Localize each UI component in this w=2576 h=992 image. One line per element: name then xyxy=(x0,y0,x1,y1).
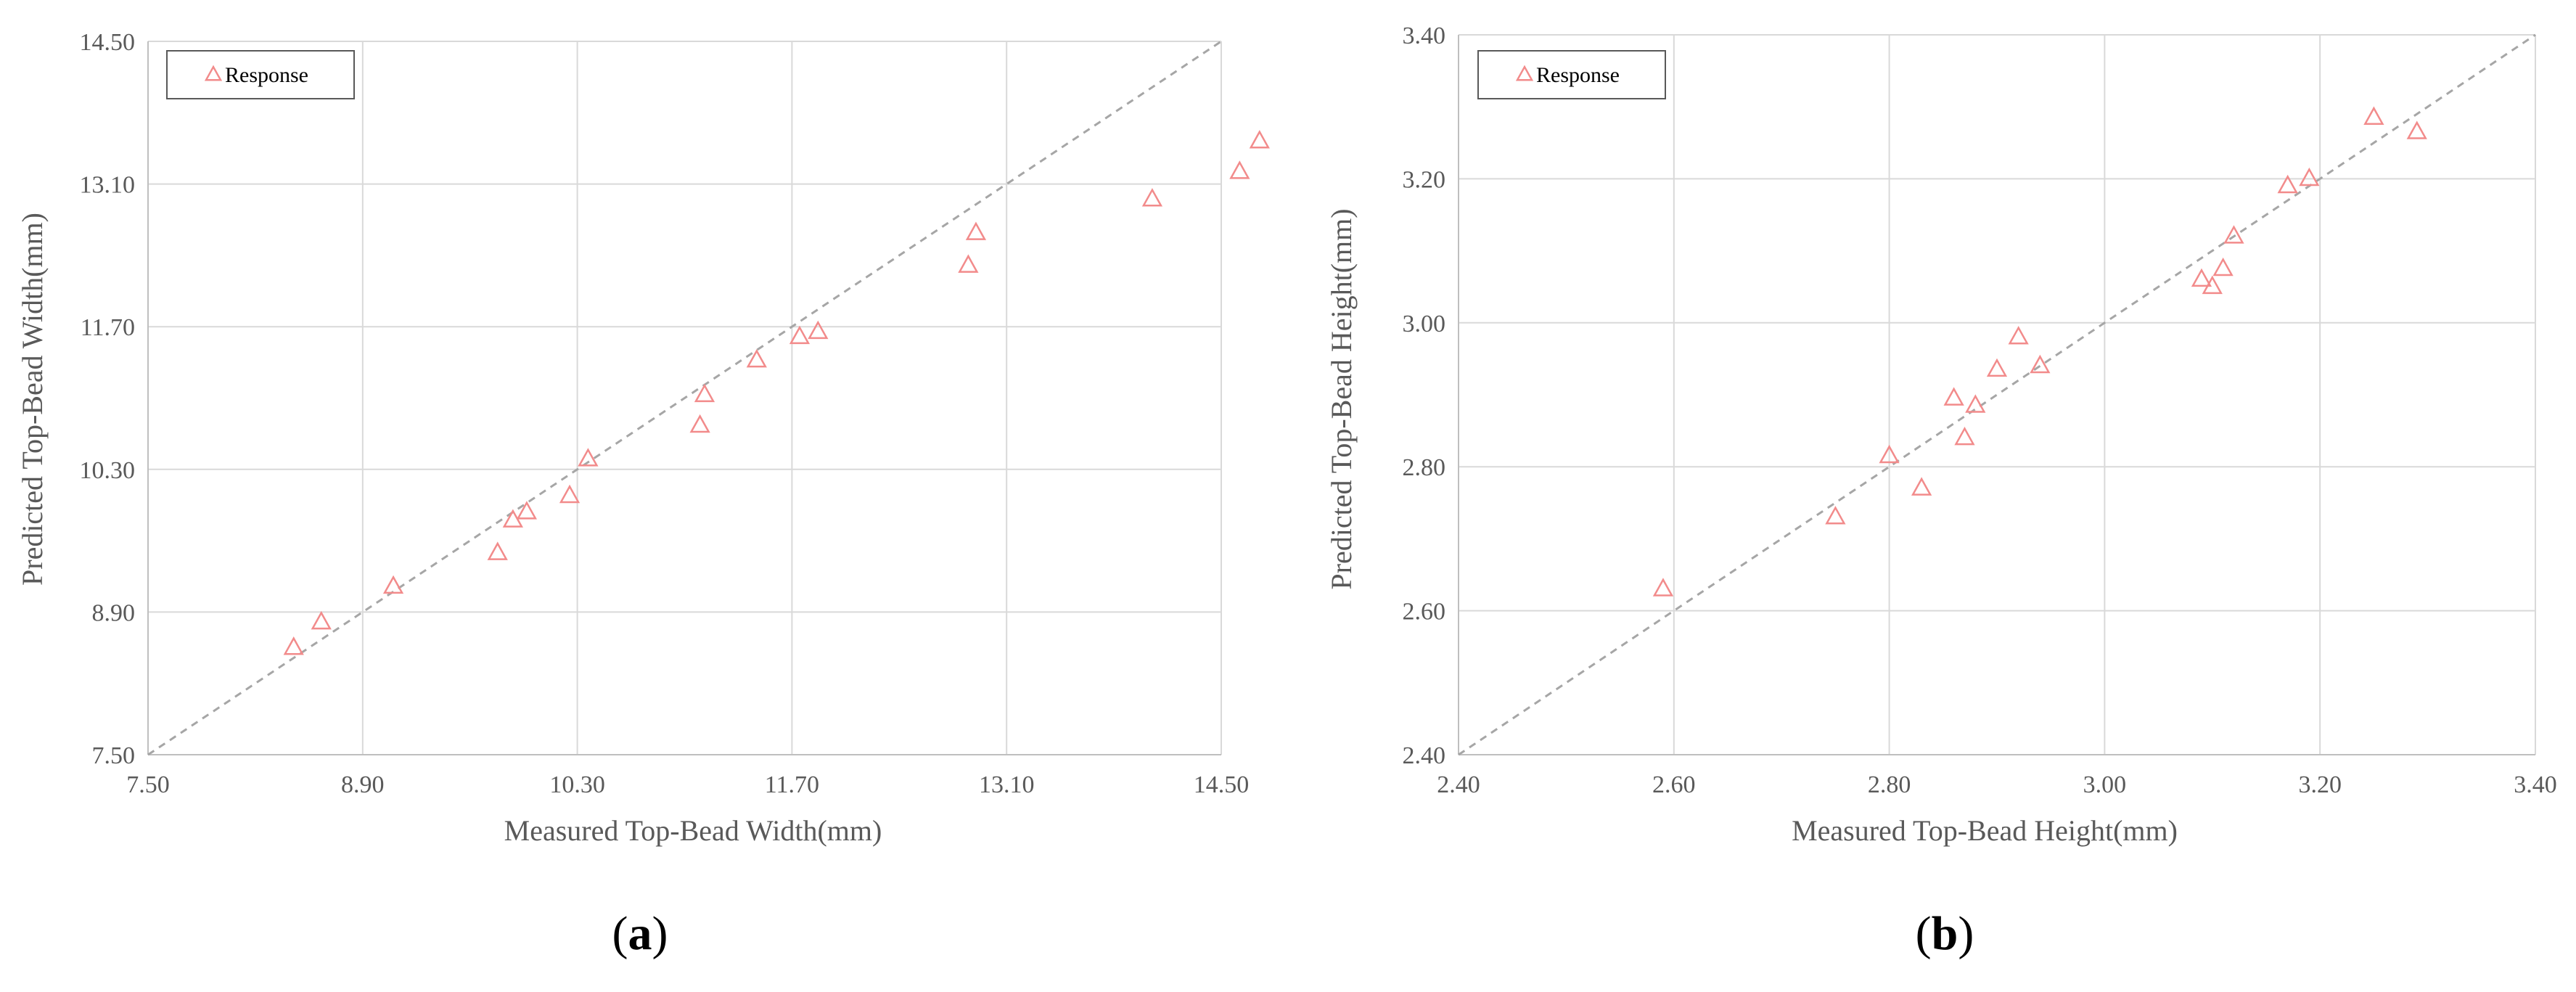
legend: Response xyxy=(166,50,355,99)
data-point xyxy=(1965,394,1986,413)
data-point xyxy=(808,320,829,340)
data-point xyxy=(2299,167,2320,186)
data-point xyxy=(283,636,304,655)
y-tick-label: 11.70 xyxy=(81,314,135,341)
x-tick-label: 2.40 xyxy=(1437,771,1480,798)
y-axis-title: Predicted Top-Bead Width(mm) xyxy=(16,213,49,586)
y-tick-label: 2.60 xyxy=(1403,599,1446,626)
x-axis-title: Measured Top-Bead Height(mm) xyxy=(1792,814,2178,847)
data-point xyxy=(487,541,508,560)
x-tick-label: 10.30 xyxy=(549,771,605,798)
y-tick-label: 14.50 xyxy=(80,29,136,56)
data-point xyxy=(382,575,404,594)
x-tick-label: 3.40 xyxy=(2514,771,2557,798)
data-point xyxy=(789,325,811,345)
x-tick-label: 14.50 xyxy=(1194,771,1250,798)
data-point xyxy=(2223,225,2244,244)
legend-marker xyxy=(204,65,223,81)
data-point xyxy=(2191,268,2212,287)
data-point xyxy=(578,448,599,467)
y-tick-label: 3.20 xyxy=(1403,166,1446,193)
legend: Response xyxy=(1477,50,1666,99)
x-tick-label: 3.20 xyxy=(2298,771,2342,798)
data-point xyxy=(516,501,538,520)
data-point xyxy=(2008,326,2029,345)
x-tick-label: 11.70 xyxy=(765,771,819,798)
data-point xyxy=(1825,506,1846,525)
y-tick-label: 2.80 xyxy=(1403,454,1446,481)
data-point xyxy=(2202,275,2223,295)
data-point xyxy=(965,221,987,240)
reference-line xyxy=(147,40,1222,756)
x-tick-label: 8.90 xyxy=(341,771,385,798)
y-tick-label: 8.90 xyxy=(92,599,136,626)
legend-label: Response xyxy=(225,63,308,87)
data-point xyxy=(2212,257,2234,276)
data-point xyxy=(2406,120,2427,139)
data-point xyxy=(1986,358,2008,377)
data-point xyxy=(311,610,332,630)
x-axis-title: Measured Top-Bead Width(mm) xyxy=(504,814,882,847)
y-tick-label: 3.00 xyxy=(1403,311,1446,337)
y-tick-label: 3.40 xyxy=(1403,22,1446,49)
data-point xyxy=(1249,130,1270,149)
data-point xyxy=(1911,477,1932,496)
y-tick-label: 2.40 xyxy=(1403,742,1446,769)
data-point xyxy=(958,254,979,273)
y-axis-title: Predicted Top-Bead Height(mm) xyxy=(1325,208,1358,589)
data-point xyxy=(1141,188,1163,207)
x-tick-label: 3.00 xyxy=(2083,771,2127,798)
data-point xyxy=(689,414,710,433)
data-point xyxy=(1652,578,1674,597)
reference-line xyxy=(1458,33,2536,756)
legend-label: Response xyxy=(1536,63,1620,87)
x-tick-label: 13.10 xyxy=(979,771,1035,798)
data-point xyxy=(2030,354,2051,374)
y-tick-label: 10.30 xyxy=(80,457,136,484)
panel-label: (b) xyxy=(1916,907,1974,960)
legend-marker xyxy=(1515,65,1534,81)
data-point xyxy=(1954,426,1975,446)
x-tick-label: 2.60 xyxy=(1652,771,1696,798)
data-point xyxy=(2363,106,2384,125)
x-tick-label: 7.50 xyxy=(126,771,170,798)
chart-b: 2.40 2.60 2.80 3.00 3.20 3.40 2.40 2.60 2.80 3.00… xyxy=(1325,22,2557,960)
data-point xyxy=(559,484,581,504)
panel-label: (a) xyxy=(612,907,668,960)
data-point xyxy=(1943,387,1964,406)
y-tick-label: 7.50 xyxy=(92,742,136,769)
data-point xyxy=(1879,444,1900,464)
data-point xyxy=(694,383,715,403)
data-point xyxy=(746,349,767,368)
data-point xyxy=(1229,160,1250,179)
legend-box xyxy=(166,50,355,99)
legend-box xyxy=(1477,50,1666,99)
chart-a: 7.50 8.90 10.30 11.70 13.10 14.50 7.50 8.90 10.3… xyxy=(16,29,1270,960)
y-tick-label: 13.10 xyxy=(80,172,136,199)
x-tick-label: 2.80 xyxy=(1868,771,1911,798)
data-point xyxy=(2277,174,2298,194)
